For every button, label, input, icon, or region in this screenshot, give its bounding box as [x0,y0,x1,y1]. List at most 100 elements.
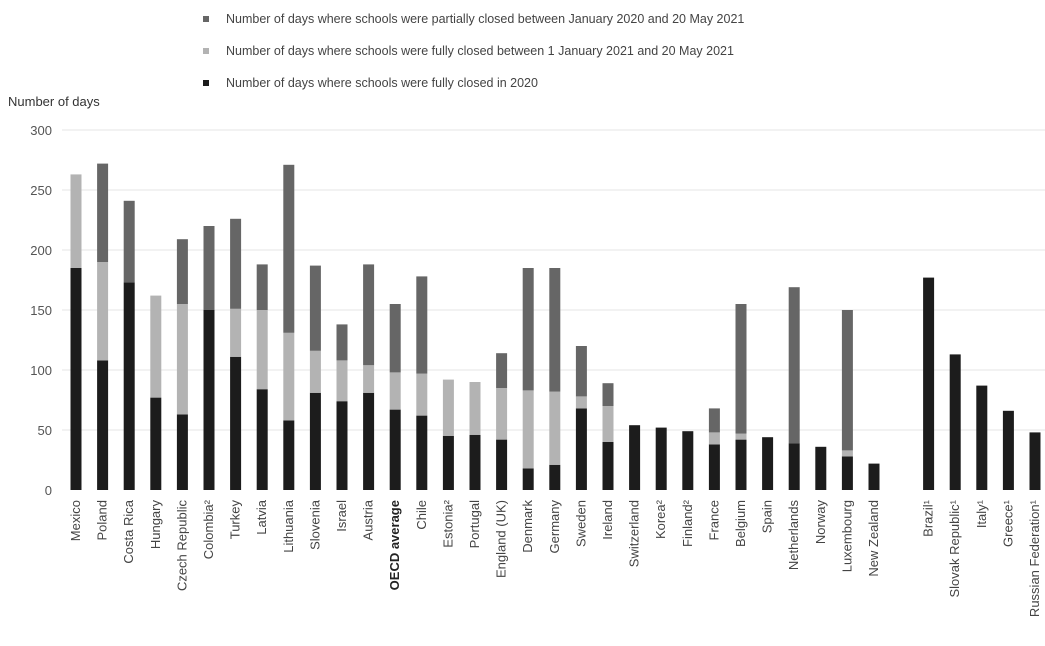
bar-segment [708,432,720,445]
bar-segment [150,397,162,490]
bar-stack [70,174,82,490]
bar-segment [682,431,694,490]
bar-segment [602,383,614,406]
bar-stack [309,265,321,490]
y-tick-label: 100 [30,363,52,378]
bar-segment [549,391,561,465]
bar-stack [815,446,827,490]
y-axis-label: Number of days [8,94,100,109]
bar-segment [123,200,135,283]
y-tick-label: 300 [30,123,52,138]
bar-stack [868,463,880,490]
bar-segment [522,268,534,391]
bar-stack [655,427,667,490]
bar-segment [602,442,614,490]
legend-swatch [203,80,209,86]
legend: Number of days where schools were partia… [203,12,744,90]
bar-stack [230,218,242,490]
bar-segment [416,373,428,416]
bar-stack [203,226,215,490]
bar-segment [868,463,880,490]
bar-segment [416,415,428,490]
bar-segment [629,425,641,490]
bar-segment [97,163,109,262]
bar-segment [97,262,109,361]
bar-segment [575,408,587,490]
x-tick-label: Greece¹ [1000,499,1015,547]
bar-segment [1029,432,1041,490]
bar-segment [363,365,375,393]
bar-segment [549,268,561,392]
bar-segment [788,287,800,444]
bar-stack [522,268,534,490]
bar-stack [575,346,587,490]
x-tick-label: Italy¹ [974,499,989,528]
bar-segment [203,226,215,310]
bar-segment [363,392,375,490]
bar-stack [923,277,935,490]
bar-stack [629,425,641,490]
bar-stack [949,354,961,490]
bar-segment [256,389,268,490]
bar-segment [150,295,162,398]
bar-segment [336,360,348,402]
y-tick-label: 250 [30,183,52,198]
bar-segment [469,382,481,435]
legend-swatch [203,16,209,22]
x-tick-label: Lithuania [281,499,296,553]
x-tick-label: Finland² [680,499,695,547]
x-tick-label: England (UK) [494,500,509,578]
bar-segment [976,385,988,490]
bar-segment [442,436,454,490]
bar-stack [442,379,454,490]
x-tick-label: Costa Rica [121,499,136,563]
y-tick-label: 200 [30,243,52,258]
bar-segment [97,360,109,490]
x-axis-labels: Mexico Poland Costa Rica Hungary Czech Repub… [68,499,1042,617]
bar-segment [416,276,428,374]
x-tick-label: Germany [547,500,562,554]
x-tick-label: Belgium [733,500,748,547]
bar-stack [976,385,988,490]
bar-stack [602,383,614,490]
bar-stack [176,239,188,490]
bar-stack [682,431,694,490]
legend-entry: Number of days where schools were fully … [226,76,538,90]
x-tick-label: Portugal [467,500,482,549]
bar-stack [416,276,428,490]
bar-stack [283,164,295,490]
bar-segment [841,450,853,457]
bar-stack [708,408,720,490]
x-tick-label: Poland [95,500,110,540]
x-tick-label: Brazil¹ [921,499,936,537]
x-tick-label: Israel [334,500,349,532]
bar-stack [256,264,268,490]
bar-segment [389,372,401,410]
x-tick-label: Czech Republic [174,500,189,592]
bar-segment [735,439,747,490]
bar-segment [1002,410,1014,490]
bar-segment [575,346,587,397]
bar-segment [309,265,321,351]
legend-entry: Number of days where schools were fully … [226,44,734,58]
bar-stack [469,382,481,490]
bar-stack [336,324,348,490]
y-tick-label: 150 [30,303,52,318]
x-tick-label: Spain [760,500,775,533]
bar-segment [496,388,508,440]
bar-stack [97,163,109,490]
bar-segment [309,350,321,393]
bar-segment [788,443,800,490]
x-tick-label: Turkey [228,500,243,540]
bar-segment [815,446,827,490]
bar-stack [150,295,162,490]
bar-segment [735,304,747,434]
y-axis-ticks: 0 50 100 150 200 250 300 [30,123,52,498]
y-tick-label: 0 [45,483,52,498]
bar-segment [389,304,401,373]
bar-segment [469,434,481,490]
x-tick-label: Russian Federation¹ [1027,499,1042,617]
bar-segment [549,464,561,490]
bar-segment [176,304,188,415]
bar-stack [496,353,508,490]
